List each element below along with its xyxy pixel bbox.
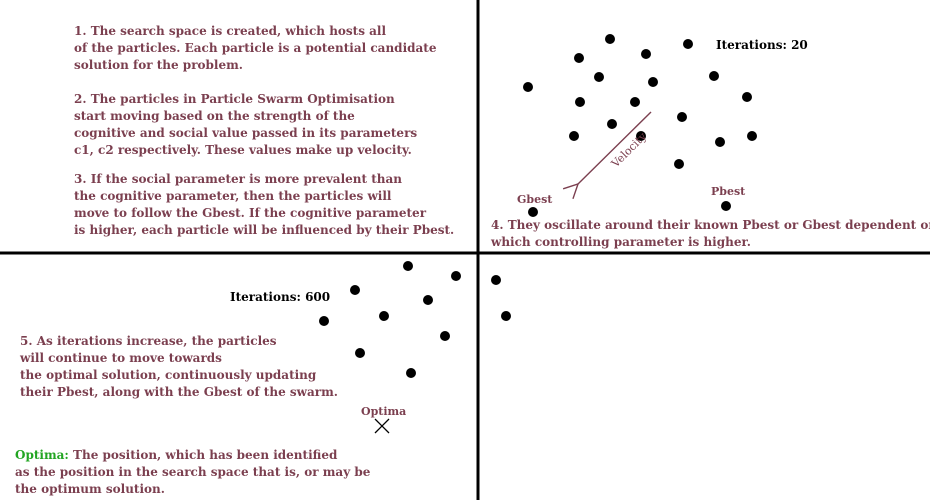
particle — [403, 261, 413, 271]
particle — [747, 131, 757, 141]
velocity-label: Velocity — [608, 129, 649, 170]
optima-cross-icon — [374, 418, 390, 434]
particle — [715, 137, 725, 147]
particle — [355, 348, 365, 358]
optima-label: Optima — [361, 405, 407, 418]
particle — [440, 331, 450, 341]
gbest-label: Gbest — [517, 193, 553, 206]
particle — [636, 131, 646, 141]
particle — [491, 275, 501, 285]
particle — [641, 49, 651, 59]
particle — [648, 77, 658, 87]
particle — [379, 311, 389, 321]
step-5-text: 5. As iterations increase, the particles… — [20, 334, 338, 399]
particle — [523, 82, 533, 92]
particle — [605, 34, 615, 44]
particle — [350, 285, 360, 295]
particle-swarm-iteration-600 — [319, 261, 511, 378]
particle — [709, 71, 719, 81]
step-3-text: 3. If the social parameter is more preva… — [74, 172, 455, 237]
optima-definition: Optima: The position, which has been ide… — [15, 447, 370, 498]
optima-term: Optima: — [15, 448, 69, 462]
particle — [607, 119, 617, 129]
particle-swarm-iteration-20 — [523, 34, 757, 217]
particle — [319, 316, 329, 326]
particle — [674, 159, 684, 169]
particle — [574, 53, 584, 63]
particle — [423, 295, 433, 305]
gbest-particle — [528, 207, 538, 217]
particle — [677, 112, 687, 122]
particle — [575, 97, 585, 107]
particle — [630, 97, 640, 107]
pbest-particle — [721, 201, 731, 211]
optima-definition-text: The position, which has been identified … — [15, 448, 371, 496]
step-2-text: 2. The particles in Particle Swarm Optim… — [74, 92, 418, 157]
particle — [594, 72, 604, 82]
particle — [451, 271, 461, 281]
iterations-600-label: Iterations: 600 — [230, 290, 331, 304]
particle — [501, 311, 511, 321]
iterations-20-label: Iterations: 20 — [716, 38, 808, 52]
particle — [406, 368, 416, 378]
velocity-arrow — [578, 111, 652, 184]
pbest-label: Pbest — [711, 185, 746, 198]
step-1-text: 1. The search space is created, which ho… — [74, 24, 437, 72]
particle — [683, 39, 693, 49]
particle — [742, 92, 752, 102]
step-4-text: 4. They oscillate around their known Pbe… — [491, 218, 930, 249]
particle — [569, 131, 579, 141]
